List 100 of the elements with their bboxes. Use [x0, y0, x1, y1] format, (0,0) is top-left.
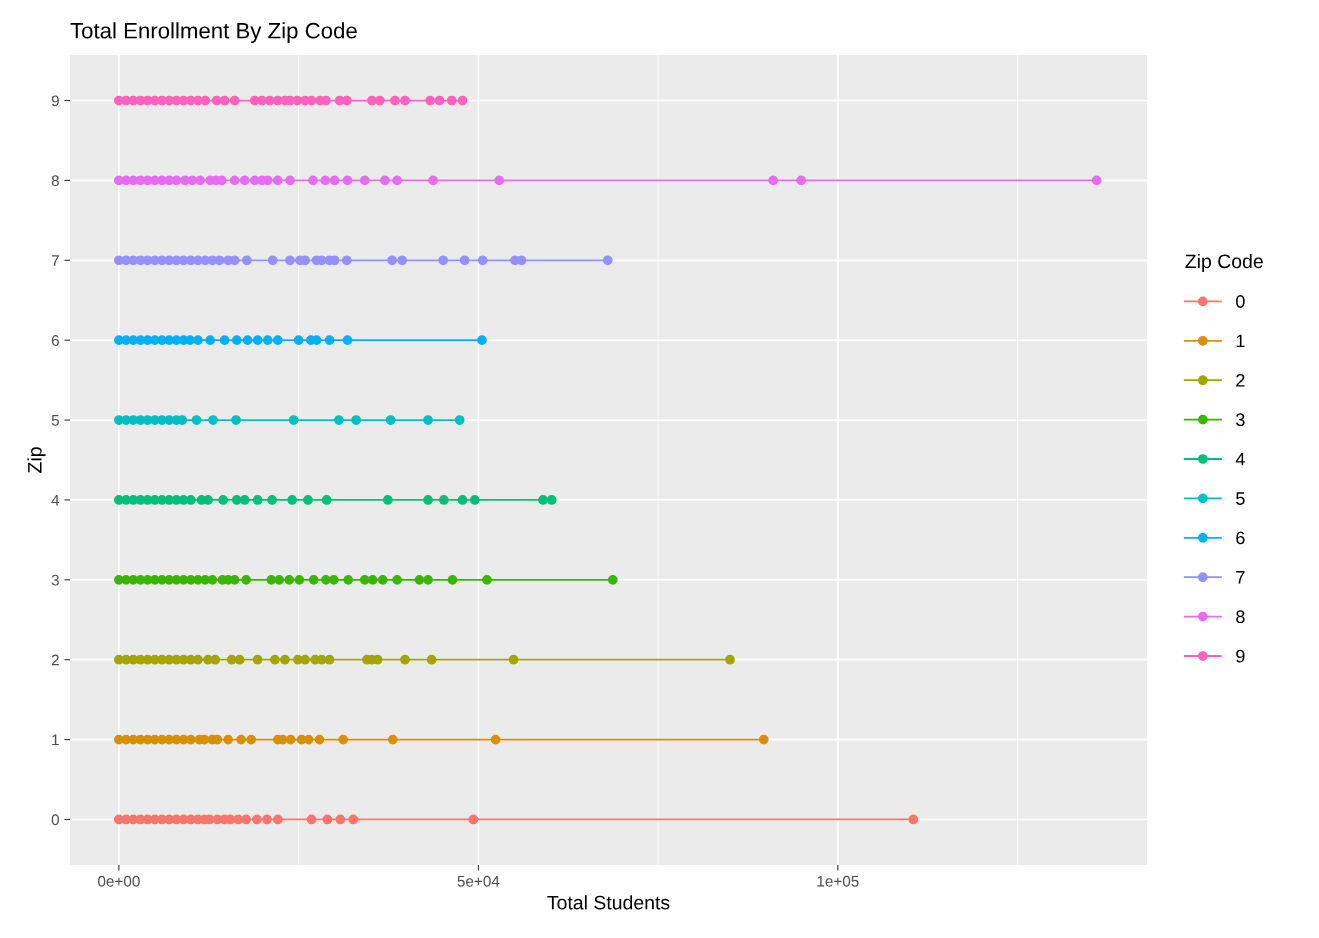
point	[236, 734, 246, 745]
point	[308, 175, 318, 186]
x-tick-label: 0e+00	[98, 875, 140, 887]
y-tick-label: 7	[51, 255, 59, 266]
point	[324, 335, 335, 346]
point	[191, 415, 202, 425]
point	[193, 654, 203, 665]
point	[288, 415, 299, 425]
point	[468, 814, 479, 825]
x-axis-title: Total Students	[547, 895, 670, 910]
point	[223, 734, 234, 745]
point	[262, 814, 272, 825]
point	[267, 495, 277, 505]
point	[203, 495, 213, 505]
point	[229, 95, 240, 106]
point	[423, 574, 433, 585]
point	[234, 654, 245, 665]
point	[447, 574, 458, 585]
point	[351, 415, 362, 425]
point	[293, 335, 304, 346]
point	[414, 574, 425, 585]
point	[322, 814, 333, 825]
point	[284, 574, 295, 585]
y-tick-label: 2	[51, 654, 59, 666]
point	[231, 495, 242, 505]
point	[397, 255, 408, 266]
legend-label: 0	[1236, 295, 1245, 308]
point	[607, 574, 618, 585]
point	[375, 95, 385, 106]
point	[200, 95, 211, 106]
point	[266, 574, 277, 585]
point	[459, 255, 470, 266]
point	[246, 734, 257, 745]
point	[546, 495, 557, 505]
point	[207, 574, 218, 585]
point	[193, 335, 203, 346]
point	[210, 654, 221, 665]
y-axis-title: Zip	[27, 447, 46, 473]
point	[272, 335, 283, 346]
y-tick-label: 6	[51, 335, 59, 346]
legend-label: 8	[1236, 610, 1245, 624]
legend-label: 9	[1236, 649, 1245, 663]
point	[400, 654, 410, 665]
point	[602, 255, 613, 266]
point	[359, 574, 370, 585]
point	[205, 335, 216, 346]
point	[257, 95, 267, 106]
legend-label: 4	[1235, 452, 1245, 466]
point	[231, 415, 241, 425]
point	[446, 95, 457, 106]
legend-label: 7	[1236, 571, 1245, 584]
point	[272, 814, 283, 825]
point	[252, 495, 263, 505]
legend-label: 5	[1236, 492, 1245, 505]
legend-label: 3	[1236, 413, 1245, 427]
point	[482, 574, 492, 585]
point	[308, 574, 319, 585]
point	[425, 95, 436, 106]
point	[329, 175, 340, 186]
point	[768, 175, 779, 186]
y-tick-label: 5	[51, 415, 59, 426]
point	[265, 95, 275, 106]
point	[454, 415, 465, 425]
point	[477, 335, 487, 346]
point	[218, 495, 229, 505]
point	[469, 495, 480, 505]
x-tick-label: 5e+04	[457, 875, 500, 887]
point	[314, 734, 325, 745]
point	[280, 654, 290, 665]
point	[538, 495, 548, 505]
point	[185, 335, 195, 346]
point	[252, 335, 263, 346]
point	[328, 574, 339, 585]
y-tick-label: 8	[51, 175, 59, 187]
point	[348, 814, 359, 825]
point	[239, 175, 250, 186]
point	[335, 814, 346, 825]
point	[342, 175, 353, 186]
point	[285, 175, 295, 186]
point	[342, 335, 353, 346]
point	[267, 255, 278, 266]
point	[426, 654, 437, 665]
point	[367, 574, 378, 585]
point	[359, 175, 370, 186]
point	[428, 175, 438, 186]
point	[272, 175, 283, 186]
point	[242, 255, 252, 266]
legend-label: 2	[1236, 373, 1245, 387]
point	[392, 574, 402, 585]
point	[262, 335, 273, 346]
point	[423, 495, 433, 505]
point	[195, 175, 205, 186]
point	[241, 814, 252, 825]
point	[242, 335, 253, 346]
point	[725, 654, 735, 665]
point	[219, 335, 230, 346]
point	[387, 734, 398, 745]
point	[758, 734, 769, 745]
point	[239, 495, 250, 505]
point	[285, 734, 296, 745]
